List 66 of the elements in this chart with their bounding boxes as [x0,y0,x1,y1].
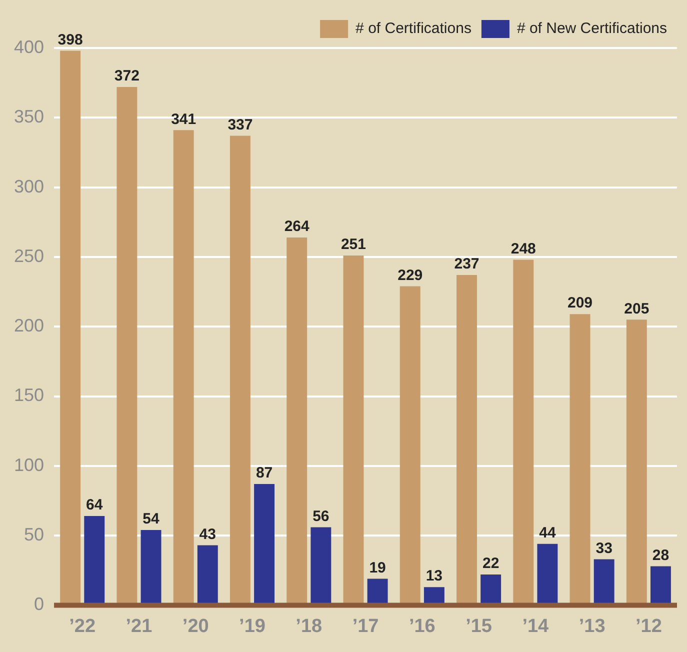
bar [60,50,81,604]
legend-label: # of Certifications [356,20,472,38]
x-tick-label: ’12 [635,616,662,637]
y-tick-label: 0 [34,594,44,614]
bar [343,256,364,604]
data-label: 398 [58,31,83,48]
bar [570,314,590,604]
x-tick-label: ’13 [578,616,606,637]
bar [310,527,332,604]
data-label: 205 [624,300,650,318]
x-tick-label: ’17 [352,616,379,637]
bar [230,136,250,604]
x-tick-label: ’20 [182,616,209,637]
y-tick-label: 300 [14,176,44,196]
bar [537,544,558,604]
bar [367,578,388,604]
data-label: 341 [171,110,196,128]
bar [400,286,420,604]
legend-label: # of New Certifications [516,20,668,38]
y-tick-label: 400 [14,36,44,57]
data-label: 22 [482,555,500,572]
bar [424,587,444,604]
y-tick-label: 50 [24,524,44,545]
data-label: 87 [256,464,273,482]
bar [594,559,614,604]
data-label: 64 [86,496,104,514]
data-label: 54 [142,510,160,528]
y-tick-label: 350 [14,106,44,127]
data-label: 19 [369,559,386,576]
bar [513,260,534,604]
data-label: 13 [426,568,443,585]
bar [197,545,218,604]
data-label: 372 [114,68,140,85]
data-label: 251 [340,236,366,254]
x-tick-label: ’18 [296,616,322,637]
bar [254,484,275,604]
data-label: 28 [652,546,670,564]
bar [173,130,194,604]
bar [480,574,502,604]
bar [116,87,138,604]
bar [84,516,105,604]
data-label: 264 [284,218,310,236]
y-tick-label: 250 [14,246,44,266]
x-tick-label: ’15 [466,616,492,637]
data-label: 43 [199,526,216,543]
x-tick-label: ’19 [239,616,266,637]
bar [626,320,647,604]
bar [286,237,308,604]
x-tick-label: ’14 [522,616,550,637]
data-label: 33 [596,540,612,557]
data-label: 229 [398,266,423,284]
bar [650,566,671,604]
y-tick-label: 200 [14,316,44,336]
x-tick-label: ’22 [69,616,96,637]
x-tick-label: ’21 [126,616,153,637]
data-label: 209 [568,294,593,312]
data-label: 337 [228,116,253,134]
data-label: 248 [510,240,536,258]
bar [140,530,162,604]
y-tick-label: 150 [14,385,44,406]
x-tick-label: ’16 [408,616,436,637]
bar [456,275,477,604]
y-tick-label: 100 [14,454,44,475]
data-label: 56 [312,508,330,525]
data-label: 44 [539,524,556,542]
data-label: 237 [454,256,480,273]
